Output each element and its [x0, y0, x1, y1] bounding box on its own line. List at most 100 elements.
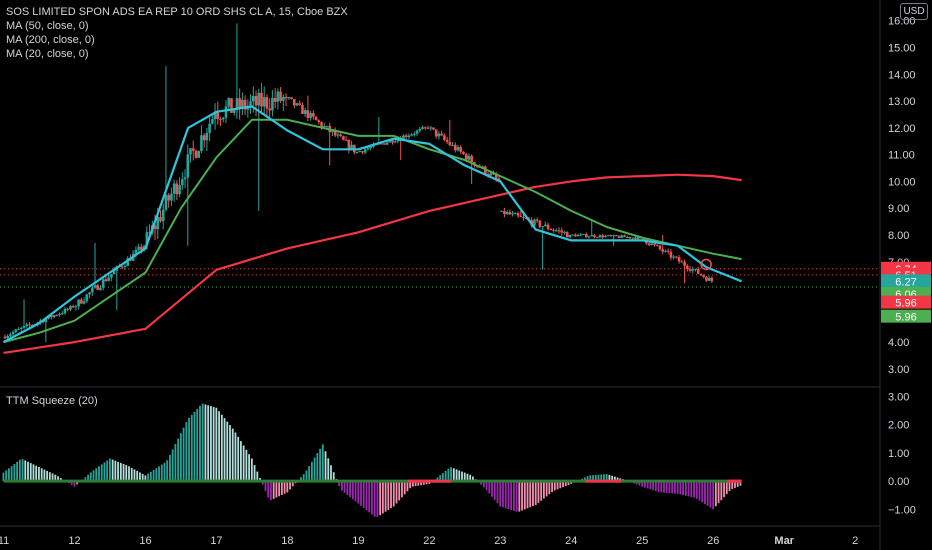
ma200-legend[interactable]: MA (200, close, 0) [6, 34, 95, 46]
candle-body [489, 173, 493, 176]
candle-body [571, 234, 574, 236]
squeeze-bar [720, 481, 723, 501]
squeeze-bar [679, 481, 682, 495]
candle-body [28, 324, 31, 326]
candle-body [194, 150, 198, 158]
squeeze-bar [472, 476, 474, 482]
ma200-line [3, 173, 742, 354]
candle-body [71, 306, 75, 308]
squeeze-bar [125, 465, 128, 482]
squeeze-bar [250, 458, 253, 482]
candle-body [107, 277, 110, 281]
squeeze-bar [605, 474, 608, 482]
candle-body [380, 143, 383, 145]
squeeze-bar [734, 481, 736, 488]
squeeze-bar [502, 481, 504, 508]
squeeze-bar [641, 481, 644, 487]
squeeze-bar [701, 481, 704, 503]
squeeze-bar [488, 481, 491, 494]
squeeze-bar [714, 481, 717, 507]
candle-body [254, 95, 258, 106]
squeeze-bar [256, 471, 259, 482]
price-tick-label: 16.00 [888, 16, 916, 28]
candle-body [224, 106, 228, 118]
squeeze-bar [109, 458, 111, 482]
squeeze-bar [594, 474, 597, 482]
squeeze-bar [515, 481, 518, 512]
squeeze-bar [111, 459, 114, 482]
candle-body [145, 232, 149, 246]
squeeze-bar [57, 476, 59, 482]
candle-body [685, 265, 689, 269]
candle-body [601, 235, 604, 238]
ma50-legend[interactable]: MA (50, close, 0) [6, 20, 89, 32]
candle-body [295, 103, 299, 106]
candle-body [320, 122, 323, 128]
squeeze-bar [458, 470, 461, 482]
ttm-squeeze-legend[interactable]: TTM Squeeze (20) [6, 395, 98, 407]
candle-body [696, 268, 700, 274]
squeeze-bar [518, 481, 521, 512]
candle-body [178, 185, 181, 195]
squeeze-bar [8, 468, 10, 482]
squeeze-bar [54, 474, 57, 482]
squeeze-bar [278, 481, 281, 497]
squeeze-bar [567, 481, 570, 486]
squeeze-bar [319, 448, 321, 482]
candle-body [6, 336, 9, 339]
time-tick-label: 2 [852, 535, 858, 547]
squeeze-bar [349, 481, 351, 498]
candle-body [443, 135, 446, 140]
candle-body [494, 174, 498, 179]
squeeze-bar [218, 411, 220, 482]
candle-body [325, 125, 329, 127]
candle-body [383, 143, 386, 145]
candle-body [211, 119, 214, 124]
candle-body [623, 235, 626, 238]
ma20-legend[interactable]: MA (20, close, 0) [6, 48, 89, 60]
candle-body [306, 110, 310, 118]
candle-body [363, 149, 367, 153]
squeeze-bar [24, 460, 27, 482]
candle-body [3, 336, 7, 339]
squeeze-bar [226, 421, 229, 482]
squeeze-bar [551, 481, 553, 493]
squeeze-bar [665, 481, 668, 493]
squeeze-bar [395, 481, 398, 504]
squeeze-bar [289, 481, 291, 490]
squeeze-bar [245, 449, 248, 482]
squeeze-bar [130, 467, 133, 482]
squeeze-bar [559, 481, 562, 489]
squeeze-bar [305, 470, 308, 482]
squeeze-bar [174, 443, 177, 482]
squeeze-bar [510, 481, 513, 510]
price-label-box [881, 295, 931, 309]
candle-body [598, 235, 602, 238]
squeeze-bar [122, 463, 125, 482]
squeeze-bar [365, 481, 368, 511]
squeeze-bar [728, 481, 731, 492]
squeeze-bar [461, 471, 463, 482]
candle-body [227, 98, 231, 107]
candle-body [470, 155, 473, 163]
candle-body [587, 236, 591, 238]
candle-body [675, 256, 678, 258]
candle-body [11, 332, 15, 335]
candle-body [241, 99, 244, 109]
candle-body [554, 230, 558, 232]
squeeze-bar [731, 481, 734, 490]
candle-body [216, 111, 220, 120]
candle-body [615, 235, 618, 237]
squeeze-bar [450, 467, 452, 482]
squeeze-bar [654, 481, 657, 492]
squeeze-bar [463, 472, 466, 482]
candle-body [284, 96, 288, 99]
currency-button[interactable]: USD [900, 3, 928, 20]
squeeze-bar [504, 481, 507, 509]
squeeze-bar [29, 463, 32, 482]
candle-body [30, 324, 34, 326]
candle-body [617, 236, 621, 238]
squeeze-bar [381, 481, 384, 514]
squeeze-bar [272, 481, 275, 499]
